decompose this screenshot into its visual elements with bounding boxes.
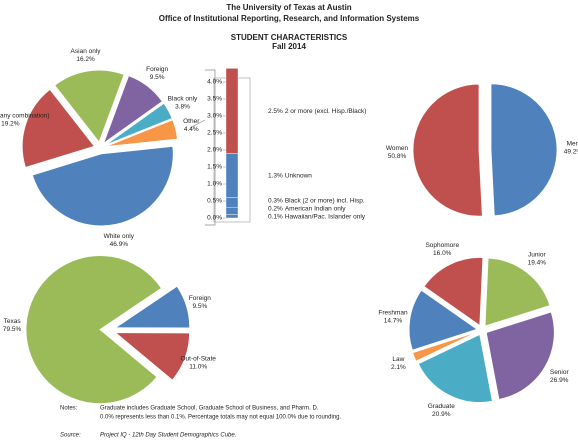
- segment-value-label: 0.1%: [268, 213, 283, 220]
- slice-value-label: 4.4%: [184, 126, 199, 133]
- slice-label: Black only: [168, 96, 198, 103]
- y-tick-label: 3.5%: [207, 96, 222, 103]
- pie-slice: [417, 333, 493, 403]
- slice-label: Freshman: [378, 309, 408, 316]
- y-tick-label: 3.0%: [207, 113, 222, 120]
- slice-value-label: 26.9%: [550, 377, 569, 384]
- segment-value-label: 0.2%: [268, 205, 283, 212]
- term: Fall 2014: [272, 42, 306, 51]
- slice-value-label: 20.9%: [432, 411, 451, 418]
- segment-value-label: 0.3%: [268, 197, 283, 204]
- pie-slice: [114, 285, 191, 329]
- y-tick-label: 1.5%: [207, 164, 222, 171]
- slice-value-label: 49.2%: [564, 149, 578, 156]
- slice-label: Asian only: [71, 48, 102, 55]
- pie-slice: [114, 332, 190, 381]
- slice-label: Other: [183, 118, 200, 125]
- slice-label: Junior: [528, 251, 547, 258]
- slice-value-label: 46.9%: [110, 241, 129, 248]
- bar-segment: [225, 68, 239, 154]
- slice-label: Men: [567, 141, 578, 148]
- bar-segment: [225, 153, 239, 198]
- slice-label: Graduate: [428, 403, 455, 410]
- pie-slice: [485, 311, 555, 400]
- pie-slice: [21, 88, 95, 168]
- pie-slice: [31, 145, 174, 227]
- slice-label: Foreign: [146, 66, 168, 73]
- slice-value-label: 11.0%: [189, 364, 207, 371]
- segment-label: 0.1% Hawaiian/Pac. Islander only: [268, 213, 366, 220]
- slice-value-label: 14.7%: [384, 317, 403, 324]
- bar-segment: [225, 207, 239, 215]
- y-tick-label: 2.5%: [207, 130, 222, 137]
- y-tick-label: 2.0%: [207, 147, 222, 154]
- heading: STUDENT CHARACTERISTICS: [231, 33, 348, 42]
- title: The University of Texas at Austin: [226, 3, 351, 12]
- slice-value-label: 16.0%: [433, 250, 452, 257]
- slice-value-label: 50.8%: [388, 153, 407, 160]
- segment-label: 1.3% Unknown: [268, 172, 312, 179]
- bar-segment: [225, 214, 239, 219]
- slice-value-label: 2.1%: [391, 364, 406, 371]
- pie-slice: [412, 331, 478, 362]
- slice-label: Senior: [550, 369, 570, 376]
- subtitle: Office of Institutional Reporting, Resea…: [159, 14, 420, 23]
- segment-value-label: 1.3%: [268, 172, 283, 179]
- slice-label: Law: [392, 356, 404, 363]
- pie-slice: [423, 257, 484, 327]
- y-tick-label: 0.5%: [207, 198, 222, 205]
- segment-name: American Indian only: [285, 205, 346, 212]
- slice-label: Women: [386, 145, 409, 152]
- pie-slice: [25, 255, 162, 404]
- pie-slice: [102, 75, 163, 145]
- slice-label: Hispanic (any combination): [0, 113, 50, 120]
- slice-label: Out-of-State: [181, 356, 217, 363]
- segment-name: Black (2 or more) incl. Hisp.: [285, 197, 365, 204]
- pie-slice: [408, 289, 478, 351]
- slice-value-label: 19.4%: [528, 259, 547, 266]
- slice-label: Texas: [4, 318, 22, 325]
- slice-label: White only: [104, 233, 135, 240]
- bar-segment: [225, 197, 239, 209]
- source-label: Source:: [60, 433, 81, 439]
- y-tick-label: 1.0%: [207, 181, 222, 188]
- pie-slice: [105, 102, 173, 146]
- pie-slice: [105, 119, 178, 147]
- segment-label: 2.5% 2 or more (excl. Hisp./Black): [268, 108, 366, 115]
- slice-value-label: 3.8%: [175, 104, 190, 111]
- pie-slice: [412, 83, 483, 217]
- source: Project IQ - 12th Day Student Demographi…: [100, 433, 236, 439]
- segment-label: 0.3% Black (2 or more) incl. Hisp.: [268, 197, 365, 204]
- slice-value-label: 16.2%: [76, 56, 95, 63]
- segment-name: 2 or more (excl. Hisp./Black): [285, 108, 367, 115]
- y-tick-label: 0.0%: [207, 215, 222, 222]
- y-tick-label: 4.0%: [207, 79, 222, 86]
- pie-slice: [490, 83, 558, 217]
- note-line: Graduate includes Graduate School, Gradu…: [100, 406, 319, 412]
- slice-label: Sophomore: [425, 242, 459, 249]
- slice-value-label: 79.5%: [3, 326, 22, 333]
- segment-name: Unknown: [285, 172, 312, 179]
- segment-name: Hawaiian/Pac. Islander only: [285, 213, 366, 220]
- slice-label: Foreign: [189, 295, 211, 302]
- slice-value-label: 9.5%: [150, 74, 165, 81]
- segment-value-label: 2.5%: [268, 108, 283, 115]
- slice-value-label: 9.5%: [192, 303, 207, 310]
- slice-value-label: 19.2%: [1, 121, 20, 128]
- note-line: 0.0% represents less than 0.1%. Percenta…: [100, 415, 341, 421]
- pie-slice: [484, 257, 551, 327]
- notes-label: Notes:: [60, 406, 78, 412]
- pie-slice: [54, 69, 125, 143]
- bracket: [189, 69, 216, 226]
- segment-label: 0.2% American Indian only: [268, 205, 346, 212]
